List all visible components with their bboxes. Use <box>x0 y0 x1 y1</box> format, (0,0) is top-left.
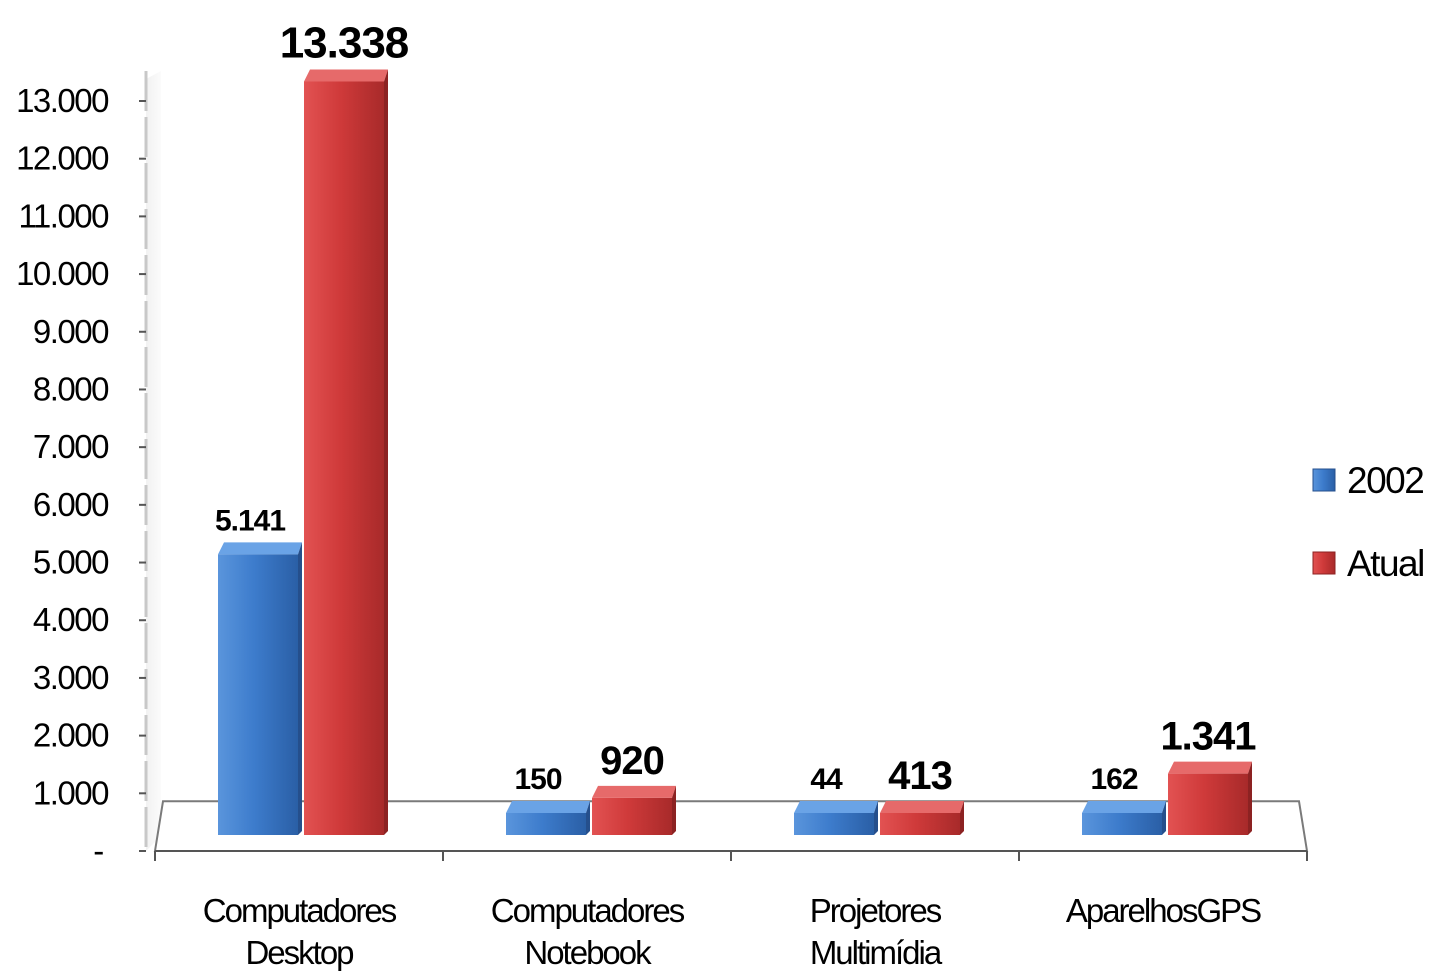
x-category-label: Desktop <box>245 934 353 971</box>
x-category-label: Multimídia <box>810 934 943 971</box>
x-category-label: Notebook <box>524 934 652 971</box>
legend-swatch-2002 <box>1312 468 1336 492</box>
bar-side-2002 <box>1162 801 1166 835</box>
y-tick-label: - <box>93 832 103 869</box>
y-tick-label: 4.000 <box>33 601 109 638</box>
data-label: 13.338 <box>280 19 409 68</box>
bar-2002 <box>794 813 874 835</box>
x-category-label: AparelhosGPS <box>1066 892 1261 929</box>
bar-top-Atual <box>1168 761 1252 774</box>
bar-Atual <box>880 813 960 835</box>
bar-top-2002 <box>218 542 302 555</box>
y-tick-label: 2.000 <box>33 717 109 754</box>
bar-Atual <box>592 797 672 835</box>
chart-data-labels: 5.141 13.338 150 920 44 413 162 1.341 <box>215 19 1257 799</box>
y-tick-label: 11.000 <box>19 197 110 234</box>
bar-side-Atual <box>960 801 964 835</box>
y-tick-label: 8.000 <box>33 370 109 407</box>
bar-top-Atual <box>592 785 676 798</box>
x-category-label: Computadores <box>203 892 397 929</box>
bar-side-2002 <box>874 801 878 835</box>
data-label: 44 <box>810 763 843 796</box>
bar-Atual <box>1168 773 1248 835</box>
bar-2002 <box>218 554 298 835</box>
legend-label: Atual <box>1347 543 1424 584</box>
data-label: 162 <box>1090 763 1137 796</box>
bar-2002 <box>506 813 586 835</box>
bar-side-Atual <box>384 69 388 835</box>
legend-label: 2002 <box>1347 460 1423 501</box>
chart-axes: - 1.000 2.000 3.000 4.000 5.000 6.000 7.000 8.00… <box>16 71 1309 971</box>
bar-top-2002 <box>794 801 878 813</box>
y-tick-label: 1.000 <box>33 774 109 811</box>
bar-side-Atual <box>672 785 676 835</box>
y-tick-label: 10.000 <box>16 255 109 292</box>
bar-top-Atual <box>304 69 388 82</box>
data-label: 413 <box>888 754 952 798</box>
chart-bars <box>218 69 1252 835</box>
bar-Atual <box>304 81 384 835</box>
chart-legend: 2002 Atual <box>1312 460 1425 584</box>
data-label: 5.141 <box>215 504 285 537</box>
bar-top-2002 <box>506 801 590 813</box>
bar-top-Atual <box>880 801 964 813</box>
data-label: 1.341 <box>1160 715 1256 759</box>
y-tick-label: 13.000 <box>16 82 109 119</box>
bar-side-2002 <box>298 542 302 835</box>
y-tick-label: 5.000 <box>33 544 109 581</box>
bar-2002 <box>1082 813 1162 835</box>
y-tick-label: 12.000 <box>16 140 109 177</box>
bar-side-2002 <box>586 801 590 835</box>
y-tick-label: 7.000 <box>33 428 109 465</box>
data-label: 920 <box>600 739 664 783</box>
x-category-label: Projetores <box>810 892 942 929</box>
y-tick-label: 6.000 <box>33 486 109 523</box>
x-category-label: Computadores <box>491 892 685 929</box>
y-tick-label: 3.000 <box>33 659 109 696</box>
data-label: 150 <box>514 763 561 796</box>
y-tick-label: 9.000 <box>33 313 109 350</box>
chart-side-wall <box>146 71 161 851</box>
legend-swatch-Atual <box>1312 551 1336 575</box>
bar-side-Atual <box>1248 761 1252 835</box>
bar-top-2002 <box>1082 801 1166 813</box>
